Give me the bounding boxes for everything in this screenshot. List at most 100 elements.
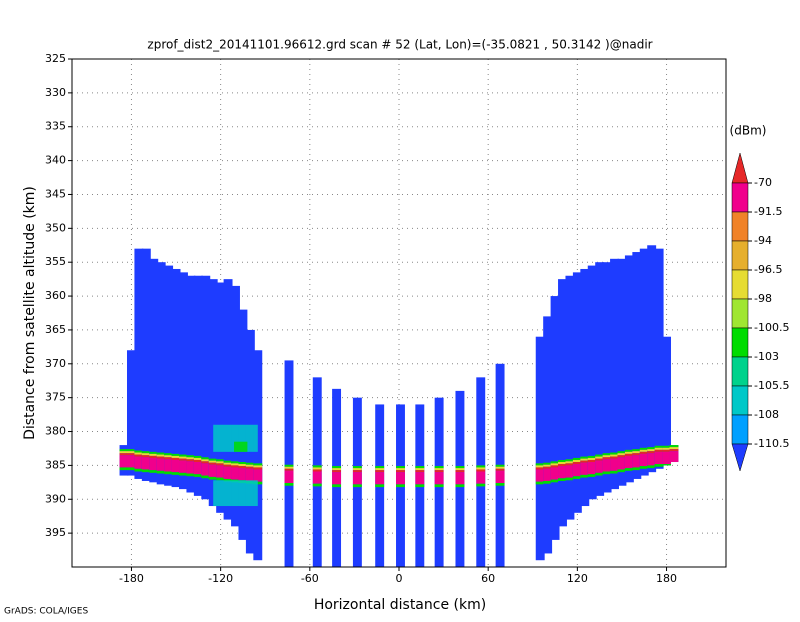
surface-echo <box>595 472 605 476</box>
surface-echo <box>535 465 545 468</box>
surface-echo <box>396 468 405 471</box>
x-tick-label: 0 <box>396 572 403 585</box>
y-tick-label: 370 <box>45 357 66 370</box>
surface-echo <box>253 481 263 485</box>
surface-echo <box>231 465 240 468</box>
surface-echo <box>495 470 505 484</box>
y-tick-label: 385 <box>45 458 66 471</box>
surface-echo <box>312 483 322 487</box>
surface-echo <box>580 458 590 461</box>
surface-echo <box>587 462 597 475</box>
surface-echo <box>375 484 385 488</box>
colorbar-label: -100.5 <box>754 321 789 334</box>
surface-echo <box>572 459 582 463</box>
surface-echo <box>550 463 560 466</box>
surface-echo <box>587 457 597 460</box>
surface-echo <box>156 456 166 459</box>
surface-echo <box>669 445 679 448</box>
surface-echo <box>134 454 144 457</box>
surface-echo <box>610 470 619 474</box>
surface-echo <box>639 466 649 469</box>
surface-echo <box>396 466 405 469</box>
surface-echo <box>201 475 211 479</box>
surface-echo <box>602 471 612 475</box>
surface-echo <box>193 474 203 477</box>
y-tick-label: 395 <box>45 526 66 539</box>
footer: GrADS: COLA/IGES <box>4 607 88 617</box>
surface-echo <box>550 467 560 480</box>
surface-echo <box>572 476 582 479</box>
surface-echo <box>632 455 642 468</box>
surface-echo <box>201 463 211 476</box>
surface-echo <box>171 453 181 456</box>
surface-echo <box>231 461 240 464</box>
radar-column <box>543 316 553 554</box>
y-tick-label: 335 <box>45 120 66 133</box>
echo-patch <box>213 480 258 507</box>
surface-echo <box>238 466 248 469</box>
surface-echo <box>565 461 575 464</box>
surface-echo <box>208 464 218 477</box>
surface-echo <box>186 473 196 477</box>
surface-echo <box>352 468 362 471</box>
colorbar-label: -108 <box>754 408 779 421</box>
colorbar-box <box>731 298 749 329</box>
surface-echo <box>595 456 605 459</box>
surface-echo <box>595 458 605 461</box>
surface-echo <box>186 459 196 462</box>
surface-echo <box>669 447 679 450</box>
surface-echo <box>141 453 151 456</box>
surface-echo <box>587 474 597 477</box>
surface-echo <box>149 455 159 458</box>
surface-echo <box>580 460 590 463</box>
surface-echo <box>223 466 233 479</box>
surface-echo <box>312 469 322 472</box>
surface-echo <box>610 452 619 455</box>
surface-echo <box>223 464 233 467</box>
surface-echo <box>216 461 226 464</box>
surface-echo <box>415 472 425 485</box>
surface-echo <box>617 451 627 454</box>
surface-echo <box>208 476 218 480</box>
surface-echo <box>396 470 405 473</box>
surface-echo <box>587 455 597 458</box>
surface-echo <box>216 463 226 466</box>
surface-echo <box>535 481 545 485</box>
surface-echo <box>639 451 649 454</box>
surface-echo <box>149 453 159 456</box>
radar-column <box>253 350 263 561</box>
surface-echo <box>149 457 159 471</box>
surface-echo <box>647 465 657 469</box>
surface-echo <box>434 484 444 488</box>
surface-echo <box>476 465 486 468</box>
colorbar-box <box>731 182 749 213</box>
surface-echo <box>535 469 545 482</box>
surface-echo <box>332 466 342 469</box>
radar-column <box>201 275 211 500</box>
surface-echo <box>375 468 385 471</box>
surface-echo <box>193 462 203 475</box>
y-axis-label: Distance from satellite altitude (km) <box>22 186 38 440</box>
surface-echo <box>164 455 174 458</box>
radar-column <box>223 279 233 520</box>
surface-echo <box>332 484 342 488</box>
radar-column <box>617 258 627 486</box>
surface-echo <box>434 470 444 473</box>
surface-echo <box>253 463 263 466</box>
surface-echo <box>647 449 657 452</box>
surface-echo <box>375 472 385 485</box>
radar-column <box>632 252 642 479</box>
surface-echo <box>543 462 553 465</box>
surface-echo <box>332 468 342 471</box>
surface-echo <box>201 461 211 464</box>
surface-echo <box>119 467 129 471</box>
surface-echo <box>126 455 136 468</box>
surface-echo <box>179 460 188 473</box>
x-tick-label: -60 <box>301 572 319 585</box>
radar-column <box>654 248 664 469</box>
surface-echo <box>156 454 166 457</box>
surface-echo <box>565 463 575 466</box>
colorbar-label: -94 <box>754 234 772 247</box>
surface-echo <box>617 455 627 458</box>
